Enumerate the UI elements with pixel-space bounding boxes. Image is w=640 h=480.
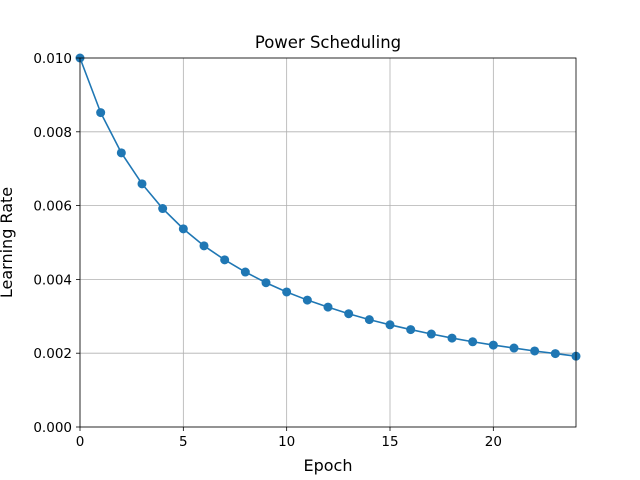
data-point <box>240 267 250 277</box>
y-axis-label: Learning Rate <box>0 187 16 298</box>
data-point <box>199 241 209 251</box>
x-axis: 0 5 10 15 20 <box>76 427 502 450</box>
y-tick-label: 0.002 <box>33 346 72 362</box>
data-point <box>282 287 292 297</box>
data-point <box>116 148 126 158</box>
data-point <box>509 343 519 353</box>
data-point <box>220 255 230 265</box>
grid <box>79 57 576 428</box>
data-point <box>406 325 416 335</box>
data-point <box>364 315 374 325</box>
chart-title: Power Scheduling <box>255 33 401 52</box>
y-tick-label: 0.008 <box>33 125 72 141</box>
x-axis-label: Epoch <box>304 456 353 475</box>
data-point <box>178 224 188 234</box>
y-tick-label: 0.004 <box>33 272 72 288</box>
data-point <box>137 179 147 189</box>
y-tick-label: 0.006 <box>33 199 72 215</box>
data-point <box>302 295 312 305</box>
data-point <box>426 329 436 339</box>
data-point <box>468 337 478 347</box>
data-point <box>385 320 395 330</box>
plot-frame <box>79 57 577 428</box>
x-tick-label: 5 <box>179 434 188 450</box>
data-point <box>488 340 498 350</box>
data-point <box>323 302 333 312</box>
data-point <box>530 346 540 356</box>
x-tick-label: 0 <box>76 434 85 450</box>
data-point <box>550 349 560 359</box>
x-tick-label: 20 <box>485 434 502 450</box>
y-tick-label: 0.010 <box>33 51 72 67</box>
y-tick-label: 0.000 <box>33 420 72 436</box>
data-point <box>344 309 354 319</box>
data-point <box>96 108 106 118</box>
y-axis: 0.000 0.002 0.004 0.006 0.008 0.010 <box>33 51 80 436</box>
x-tick-label: 15 <box>381 434 398 450</box>
data-point <box>447 333 457 343</box>
data-point <box>261 278 271 288</box>
x-tick-label: 10 <box>278 434 295 450</box>
data-point <box>158 204 168 214</box>
series-layer <box>75 53 581 361</box>
